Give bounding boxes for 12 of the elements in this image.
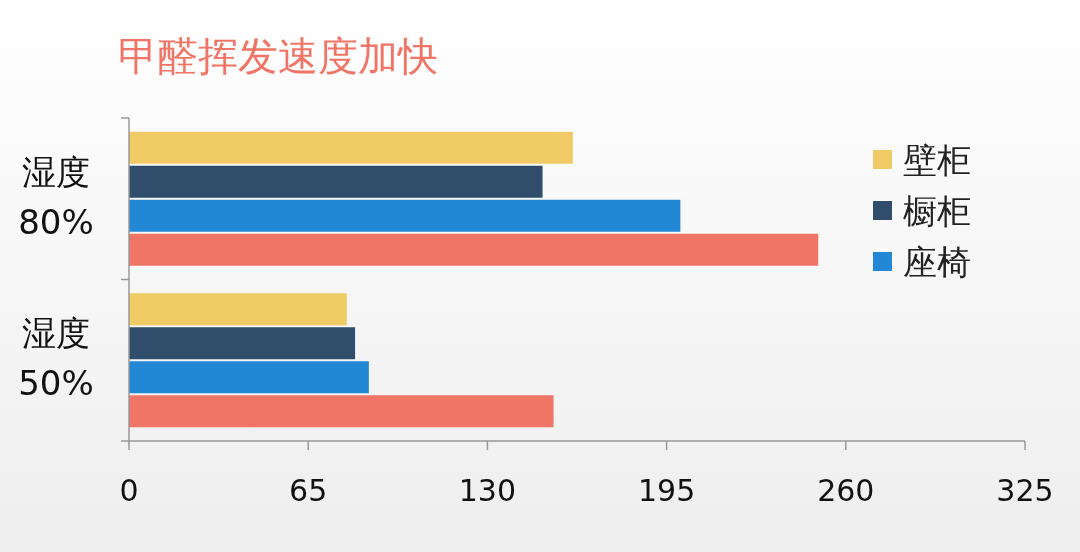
legend-label: 座椅 (903, 242, 971, 282)
x-tick-label: 130 (458, 473, 517, 508)
x-tick-label: 65 (289, 473, 328, 508)
y-tick-label: 湿度 50% (18, 313, 94, 404)
legend-label: 壁柜 (903, 140, 971, 180)
legend-label: 橱柜 (903, 191, 971, 231)
x-tick-label: 195 (637, 473, 696, 508)
x-tick-label: 0 (119, 473, 139, 508)
y-tick-label: 湿度 80% (18, 151, 94, 242)
chart-title: 甲醛挥发速度加快 (118, 33, 438, 79)
x-tick-label: 325 (996, 473, 1054, 508)
x-tick-label: 260 (817, 473, 875, 508)
